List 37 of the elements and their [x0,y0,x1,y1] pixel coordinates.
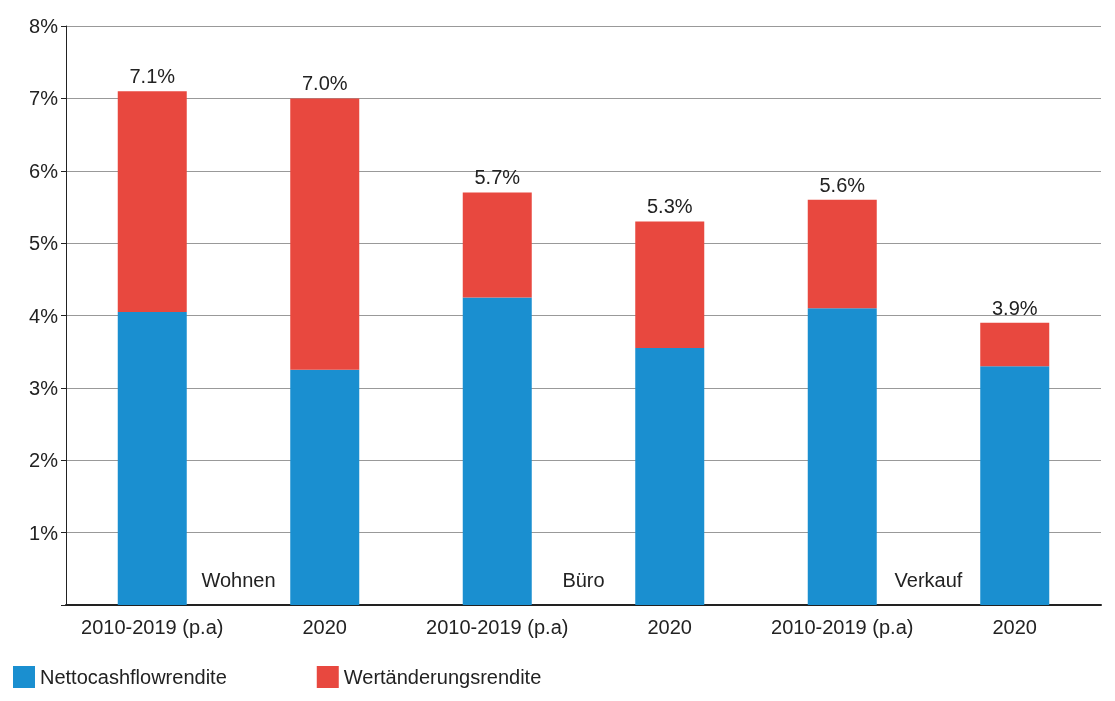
x-tick-label: 2020 [992,616,1037,638]
bar [635,221,705,349]
total-label: 5.6% [819,173,866,196]
bar [635,348,705,605]
y-tick-label: 4% [29,304,59,327]
bar [462,192,532,298]
x-tick-label: 2020 [302,616,347,638]
total-label: 7.0% [301,72,348,95]
bar [980,366,1050,605]
y-tick-label: 3% [29,376,59,399]
bar [462,297,532,605]
y-tick-label: 7% [29,87,59,110]
y-tick-label: 6% [29,159,59,182]
bar [117,91,187,312]
total-label: 7.1% [129,65,176,88]
x-tick-label: 2010-2019 (p.a) [771,616,914,638]
y-tick-label: 2% [29,449,59,472]
bar [290,98,360,370]
y-tick-label: 8% [29,15,59,37]
total-label: 5.7% [474,166,521,189]
total-label: 5.3% [646,195,693,218]
bar [807,308,877,605]
x-tick-label: 2020 [647,616,692,638]
bar [290,369,360,605]
bar [117,311,187,605]
x-tick-label: 2010-2019 (p.a) [81,616,224,638]
annotation: Büro [562,568,605,591]
y-tick-label: 1% [29,521,59,544]
x-tick-label: 2010-2019 (p.a) [426,616,569,638]
annotation: Verkauf [894,568,963,591]
bar [980,322,1050,367]
bar [807,199,877,309]
legend-label: Nettocashflowrendite [40,666,227,688]
total-label: 3.9% [991,296,1038,319]
annotation: Wohnen [201,568,276,591]
legend-label: Wertänderungsrendite [343,666,542,688]
y-tick-label: 5% [29,232,59,255]
